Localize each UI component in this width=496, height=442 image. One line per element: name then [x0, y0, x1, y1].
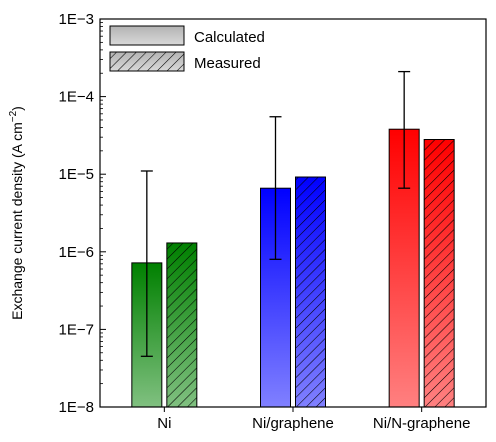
bar-hatch-ni-measured [166, 242, 197, 407]
bar-hatch-ni-n-graphene-measured [424, 139, 455, 407]
bar-hatch-ni-graphene-measured [295, 177, 326, 407]
y-tick-label: 1E−4 [59, 89, 94, 106]
legend-swatch-hatch-measured [110, 52, 184, 71]
error-bars-layer [140, 70, 411, 357]
y-tick-label: 1E−7 [59, 321, 94, 338]
y-axis: 1E−3 1E−4 1E−5 1E−6 1E−7 1E−8 [59, 11, 106, 416]
y-axis-title-main: Exchange current density (A cm [9, 122, 25, 320]
x-tick-label: Ni/graphene [252, 415, 334, 432]
legend: Calculated Measured [109, 25, 265, 72]
y-axis-title: Exchange current density (A cm−2) [8, 106, 25, 320]
x-tick-label: Ni/N-graphene [373, 415, 471, 432]
y-axis-title-close: ) [9, 106, 25, 111]
y-axis-title-sup: −2 [8, 110, 19, 122]
x-axis: Ni Ni/graphene Ni/N-graphene [157, 407, 470, 432]
legend-swatch-calculated [109, 25, 185, 46]
x-tick-label: Ni [157, 415, 171, 432]
y-tick-label: 1E−6 [59, 244, 94, 261]
y-tick-label: 1E−5 [59, 166, 94, 183]
legend-label-measured: Measured [194, 55, 261, 72]
y-tick-label: 1E−3 [59, 11, 94, 28]
legend-label-calculated: Calculated [194, 29, 265, 46]
y-tick-label: 1E−8 [59, 399, 94, 416]
bars-layer [131, 128, 455, 408]
